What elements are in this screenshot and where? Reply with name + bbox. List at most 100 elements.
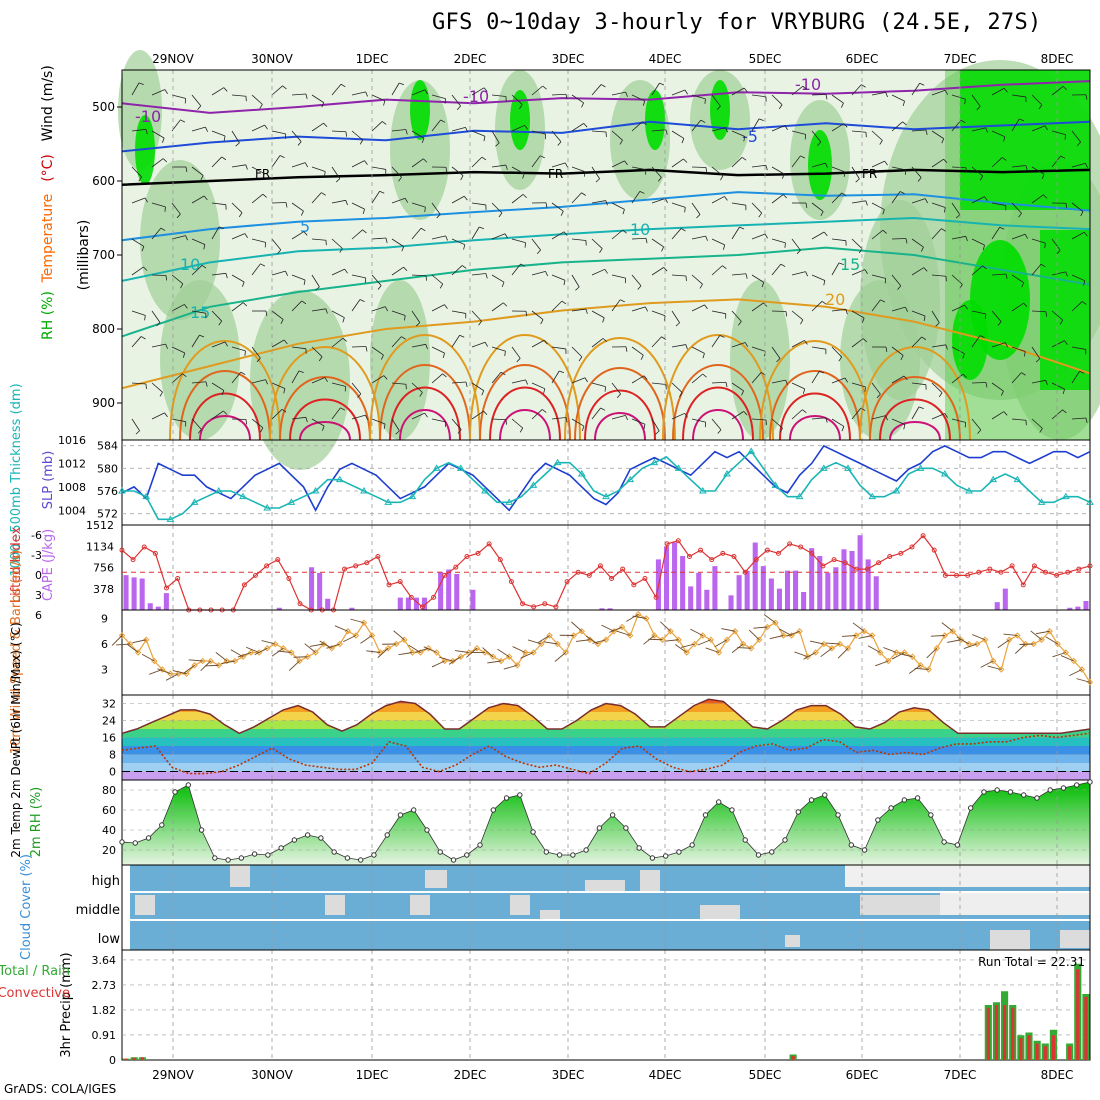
precip-bar-convective	[124, 1058, 128, 1060]
wind-barb	[1071, 301, 1083, 312]
wind-barb	[211, 130, 226, 137]
wind-barb	[1051, 238, 1061, 251]
wind-barb	[465, 381, 468, 387]
wind-barb	[560, 211, 564, 216]
wind-barb	[551, 274, 566, 281]
wind-speed-marker	[304, 653, 311, 660]
wind-barb	[520, 652, 534, 659]
wind-barb	[891, 274, 902, 287]
wind-barb	[271, 130, 286, 135]
wind-barb	[655, 430, 660, 435]
wind-barb	[737, 647, 752, 649]
wind-barb	[811, 274, 826, 281]
wind-barb	[563, 280, 566, 286]
wind-barb	[625, 346, 628, 352]
wind-barb	[731, 87, 745, 96]
wind-barb	[251, 263, 261, 276]
wind-barb	[1060, 155, 1066, 159]
wind-barb	[511, 94, 523, 105]
wind-barb	[331, 407, 341, 420]
wind-barb	[525, 311, 528, 317]
tick-label: 3.64	[92, 954, 117, 967]
rh-marker	[782, 837, 788, 843]
wind-barb	[164, 89, 168, 94]
wind-barb	[411, 382, 423, 393]
wind-barb	[819, 370, 825, 374]
wind-barb	[871, 415, 886, 420]
wind-barb	[851, 382, 866, 388]
rh-marker	[808, 797, 815, 803]
wind-barb	[838, 262, 844, 265]
wind-barb	[231, 233, 246, 240]
wind-barb	[411, 412, 425, 420]
wind-barb	[851, 200, 866, 204]
wind-barb	[758, 118, 764, 121]
wind-barb	[311, 418, 325, 427]
tick-label: 0	[35, 569, 42, 582]
wind-barb	[601, 624, 615, 632]
wind-speed-marker	[263, 645, 271, 652]
cape-bar	[405, 597, 411, 610]
wind-barb	[791, 85, 804, 96]
wind-barb	[831, 123, 845, 132]
wind-barb	[371, 166, 386, 170]
wind-barb	[463, 244, 466, 250]
wind-barb	[451, 310, 466, 314]
wind-barb	[411, 202, 426, 208]
wind-barb	[244, 350, 246, 356]
tick-label: 378	[93, 583, 114, 596]
wind-barb	[982, 265, 987, 270]
thickness-marker	[940, 470, 949, 477]
temperature-contour	[279, 376, 371, 441]
tick-label: 24	[102, 715, 116, 728]
lifted-index-marker	[286, 576, 292, 582]
wind-barb	[311, 377, 326, 384]
wind-barb	[460, 175, 464, 181]
rh-marker	[384, 832, 390, 838]
wind-barb	[197, 105, 202, 110]
wind-speed-marker	[288, 649, 295, 656]
wind-barb	[943, 158, 948, 164]
wind-barb	[551, 162, 566, 168]
temperature-contour	[379, 364, 471, 441]
lifted-index-marker	[586, 572, 592, 578]
contour-label: -5	[742, 127, 758, 146]
wind-barb	[851, 84, 862, 96]
wind-barb	[371, 121, 383, 132]
wind-barb	[331, 166, 341, 179]
rh-marker	[1007, 789, 1014, 795]
wind-barb	[291, 162, 306, 168]
wind-barb	[156, 322, 161, 327]
wind-barb	[357, 393, 362, 398]
rh-region	[730, 280, 790, 440]
tick-label: 0.91	[92, 1029, 117, 1042]
contour-label: FR	[862, 167, 877, 181]
wind-barb	[838, 356, 843, 362]
wind-barb	[557, 141, 562, 146]
wind-speed-marker	[691, 640, 698, 648]
wind-barb	[931, 382, 943, 394]
lifted-index-marker	[297, 601, 303, 607]
wind-barb	[531, 85, 543, 96]
wind-speed-marker	[973, 640, 981, 648]
lifted-index-line	[121, 534, 1091, 611]
temperature-band	[122, 703, 1090, 712]
wind-barb	[663, 267, 668, 272]
wind-barb	[611, 229, 623, 240]
wind-barb	[891, 346, 904, 356]
wind-barb	[511, 346, 521, 359]
wind-barb	[804, 340, 808, 345]
wind-barb	[1051, 130, 1066, 136]
wind-barb	[151, 382, 163, 393]
wind-barb	[371, 306, 386, 312]
wind-barb	[305, 93, 308, 99]
wind-barb	[951, 202, 961, 215]
wind-barb	[291, 370, 300, 384]
wind-barb	[391, 418, 400, 432]
wind-barb	[611, 91, 626, 96]
wind-barb	[991, 157, 1003, 168]
wind-barb	[322, 425, 325, 431]
wind-barb	[843, 171, 846, 177]
wind-barb	[483, 87, 488, 92]
wind-barb	[191, 238, 206, 245]
